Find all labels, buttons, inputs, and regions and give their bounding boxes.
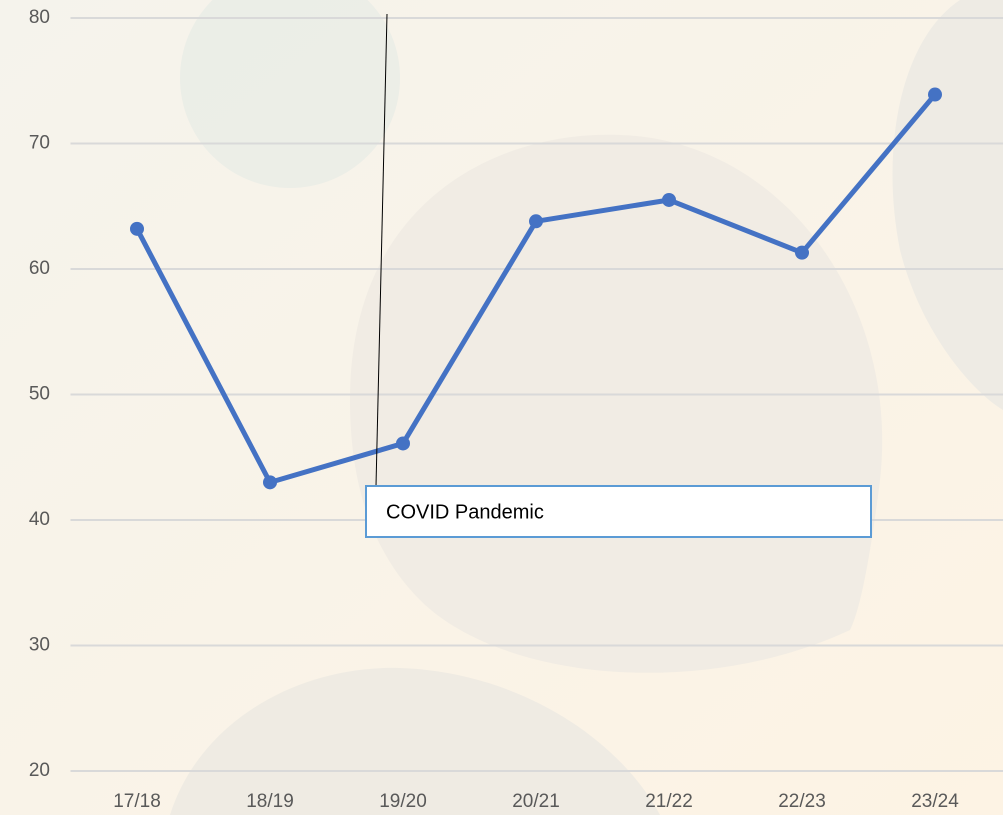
- data-point: [130, 222, 144, 236]
- x-tick-label: 21/22: [645, 791, 693, 812]
- x-tick-label: 18/19: [246, 791, 294, 812]
- y-tick-label: 80: [29, 7, 50, 28]
- x-tick-label: 23/24: [911, 791, 959, 812]
- y-tick-label: 70: [29, 133, 50, 154]
- y-tick-label: 50: [29, 384, 50, 405]
- x-tick-label: 20/21: [512, 791, 560, 812]
- data-point: [928, 88, 942, 102]
- data-point: [396, 436, 410, 450]
- page: 20 30 40 50 60 70 80 17/18 18/19 19/20 20/21 21/22 2…: [0, 0, 1003, 815]
- annotation-text: COVID Pandemic: [386, 501, 544, 523]
- data-point: [263, 475, 277, 489]
- x-tick-label: 19/20: [379, 791, 427, 812]
- data-point: [662, 193, 676, 207]
- chart: 20 30 40 50 60 70 80 17/18 18/19 19/20 20/21 21/22 2…: [0, 0, 1003, 815]
- y-tick-label: 20: [29, 760, 50, 781]
- x-tick-label: 22/23: [778, 791, 826, 812]
- data-point: [529, 214, 543, 228]
- y-tick-label: 40: [29, 509, 50, 530]
- y-tick-label: 60: [29, 258, 50, 279]
- y-tick-label: 30: [29, 635, 50, 656]
- x-tick-label: 17/18: [113, 791, 161, 812]
- data-point: [795, 246, 809, 260]
